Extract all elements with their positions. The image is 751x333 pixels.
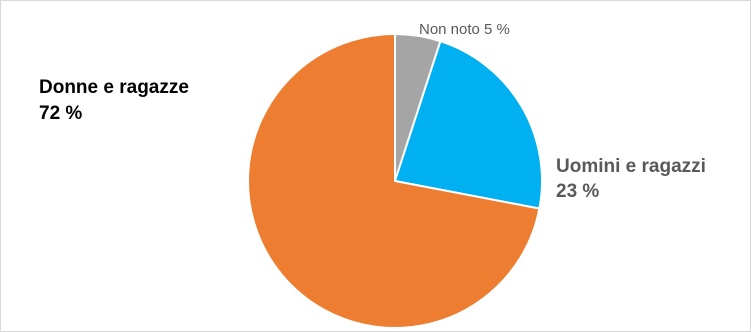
label-uomini-name: Uomini e ragazzi (556, 156, 706, 177)
pie-slice-donne-e-ragazze (247, 32, 541, 329)
pie-slices (247, 32, 543, 329)
label-non-noto: Non noto 5 % (419, 21, 510, 38)
pie-slice-uomini-e-ragazzi (393, 39, 543, 210)
label-donne-name: Donne e ragazze (39, 77, 189, 98)
label-donne-pct: 72 % (39, 103, 82, 124)
label-uomini-pct: 23 % (556, 181, 599, 202)
